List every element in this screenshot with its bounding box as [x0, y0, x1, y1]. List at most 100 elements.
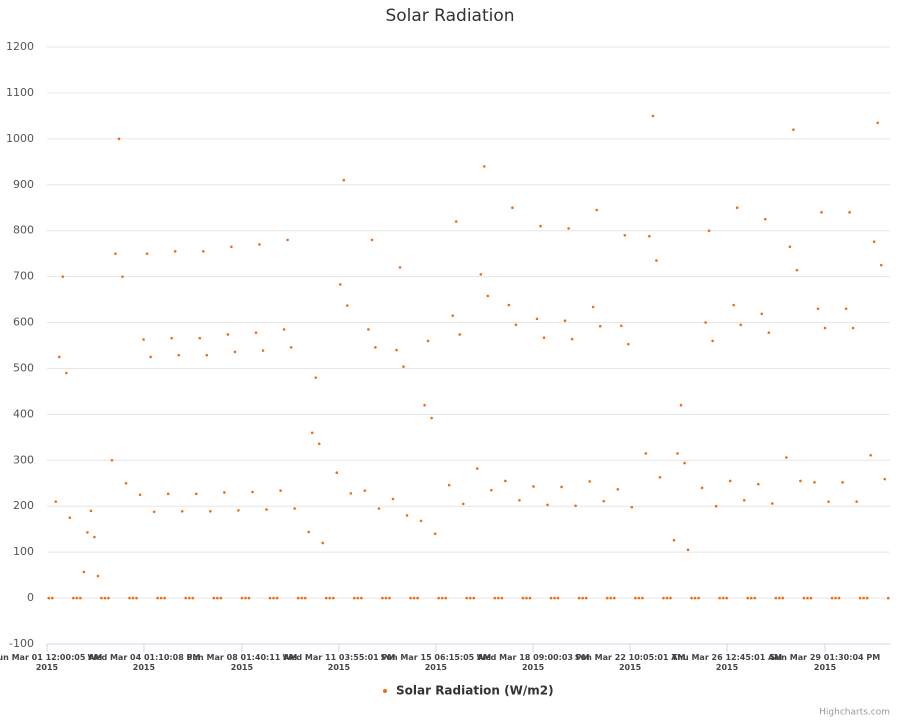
point	[612, 596, 616, 600]
series	[47, 114, 890, 600]
point	[384, 596, 388, 600]
point	[367, 328, 370, 331]
credits[interactable]: Highcharts.com	[819, 708, 890, 718]
point	[855, 500, 858, 503]
point	[324, 596, 328, 600]
point	[785, 456, 788, 459]
point	[563, 319, 567, 323]
point	[658, 475, 662, 479]
point	[374, 346, 377, 349]
point	[472, 596, 476, 600]
point	[830, 596, 834, 600]
point	[258, 243, 261, 246]
point	[865, 596, 869, 600]
point	[834, 596, 837, 600]
point	[518, 498, 521, 502]
point	[72, 596, 75, 600]
point	[479, 273, 483, 276]
point	[79, 596, 82, 600]
point	[286, 238, 289, 242]
point	[152, 510, 156, 514]
point	[265, 508, 268, 511]
point	[65, 371, 68, 375]
point	[490, 488, 493, 492]
y-tick-label: 200	[13, 499, 34, 512]
point	[412, 596, 416, 600]
point	[437, 596, 440, 600]
point	[602, 499, 606, 503]
point	[577, 596, 581, 600]
point	[693, 596, 697, 600]
point	[486, 294, 490, 298]
point	[230, 245, 233, 249]
point	[328, 596, 332, 600]
point	[581, 596, 584, 600]
x-tick-label: Sun Mar 15 06:15:05 AM 2015	[380, 653, 491, 672]
point	[521, 596, 525, 600]
legend-marker	[383, 689, 387, 693]
point	[166, 492, 170, 496]
point	[349, 492, 353, 495]
point	[170, 336, 173, 340]
point	[426, 339, 430, 343]
point	[254, 331, 258, 334]
point	[468, 596, 472, 600]
point	[848, 211, 851, 214]
point	[641, 596, 644, 600]
point	[54, 500, 58, 503]
point	[514, 323, 518, 327]
point	[475, 467, 479, 470]
point	[764, 217, 767, 221]
point	[142, 338, 145, 341]
point	[117, 137, 121, 141]
point	[444, 596, 447, 600]
point	[187, 596, 191, 600]
point	[806, 596, 809, 600]
point	[739, 323, 743, 327]
point	[788, 245, 792, 249]
point	[721, 596, 725, 600]
point	[619, 324, 623, 328]
point	[247, 596, 251, 600]
y-tick-label: 900	[13, 178, 34, 191]
point	[711, 339, 714, 343]
point	[458, 333, 462, 336]
point	[528, 596, 532, 600]
point	[725, 596, 728, 600]
point	[310, 431, 314, 435]
point	[707, 229, 711, 232]
point	[121, 275, 124, 278]
point	[746, 596, 750, 600]
point	[630, 505, 634, 509]
point	[377, 507, 381, 510]
point	[451, 314, 454, 317]
point	[212, 596, 216, 600]
y-tick-label: 1100	[6, 86, 34, 99]
point	[272, 596, 275, 600]
point	[841, 481, 844, 484]
point	[145, 252, 149, 255]
y-tick-label: 0	[27, 591, 34, 604]
point	[771, 502, 774, 505]
point	[261, 349, 265, 352]
point	[135, 596, 138, 600]
x-tick-label: Sun Mar 22 10:05:01 AM 2015	[575, 653, 686, 672]
point	[879, 263, 883, 267]
point	[844, 307, 848, 311]
point	[651, 114, 655, 118]
point	[683, 461, 686, 465]
point	[662, 596, 665, 600]
point	[191, 596, 195, 600]
point	[107, 596, 110, 600]
point	[180, 509, 184, 513]
point	[103, 596, 107, 600]
point	[61, 275, 65, 278]
point	[616, 487, 620, 491]
point	[813, 481, 816, 484]
point	[809, 596, 813, 600]
point	[68, 516, 72, 520]
point	[388, 596, 391, 600]
x-tick-label: Sun Mar 29 01:30:04 PM 2015	[770, 653, 880, 672]
point	[128, 596, 131, 600]
point	[223, 491, 226, 494]
